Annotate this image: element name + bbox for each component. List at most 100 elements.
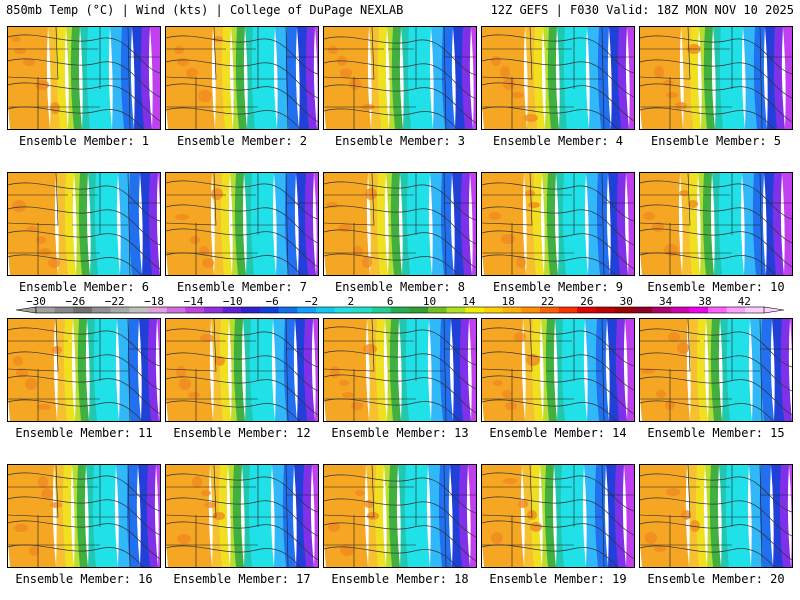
- colorbar-swatch: [390, 307, 410, 313]
- ensemble-member-label: Ensemble Member: 11: [15, 426, 153, 440]
- temperature-map: [8, 319, 160, 421]
- ensemble-map-panel: [481, 464, 635, 568]
- temperature-map: [482, 173, 634, 275]
- colorbar-swatch: [465, 307, 485, 313]
- colorbar-swatch: [166, 307, 186, 313]
- colorbar-tick-label: −22: [105, 296, 125, 308]
- colorbar-tick-label: 22: [541, 296, 554, 308]
- colorbar-swatch: [185, 307, 205, 313]
- ensemble-map-panel: [639, 464, 793, 568]
- ensemble-member-label: Ensemble Member: 8: [334, 280, 466, 294]
- colorbar-swatch: [745, 307, 765, 313]
- colorbar-swatch: [670, 307, 690, 313]
- ensemble-map-panel: [639, 26, 793, 130]
- colorbar-swatch: [540, 307, 559, 313]
- ensemble-member-label: Ensemble Member: 13: [331, 426, 469, 440]
- temperature-map: [166, 27, 318, 129]
- colorbar-tick-label: −26: [65, 296, 85, 308]
- colorbar-tick-label: 26: [580, 296, 593, 308]
- colorbar-tick-label: −30: [26, 296, 46, 308]
- temperature-map: [324, 465, 476, 567]
- colorbar-max-arrow: [763, 306, 785, 314]
- colorbar-tick-label: −6: [265, 296, 278, 308]
- colorbar-swatch: [334, 307, 354, 313]
- ensemble-map-panel: [481, 26, 635, 130]
- colorbar-swatch: [502, 307, 522, 313]
- ensemble-member-label: Ensemble Member: 1: [18, 134, 150, 148]
- colorbar-swatch: [726, 307, 746, 313]
- ensemble-member-label: Ensemble Member: 9: [492, 280, 624, 294]
- ensemble-map-panel: [7, 318, 161, 422]
- colorbar-swatch: [428, 307, 447, 313]
- colorbar-tick-label: 30: [620, 296, 633, 308]
- ensemble-map-panel: [7, 26, 161, 130]
- ensemble-map-panel: [323, 464, 477, 568]
- ensemble-member-label: Ensemble Member: 5: [650, 134, 782, 148]
- ensemble-map-panel: [165, 318, 319, 422]
- ensemble-member-label: Ensemble Member: 18: [331, 572, 469, 586]
- ensemble-member-label: Ensemble Member: 15: [647, 426, 785, 440]
- colorbar-swatch: [577, 307, 597, 313]
- colorbar-tick-label: −14: [183, 296, 203, 308]
- colorbar-tick-label: 38: [698, 296, 711, 308]
- temperature-map: [482, 465, 634, 567]
- ensemble-map-panel: [639, 172, 793, 276]
- colorbar-swatch: [484, 307, 503, 313]
- ensemble-member-label: Ensemble Member: 6: [18, 280, 150, 294]
- ensemble-map-panel: [165, 26, 319, 130]
- colorbar-swatch: [129, 307, 149, 313]
- colorbar-tick-label: 10: [423, 296, 436, 308]
- temperature-map: [482, 27, 634, 129]
- colorbar-swatch: [148, 307, 167, 313]
- ensemble-member-label: Ensemble Member: 7: [176, 280, 308, 294]
- colorbar-swatch: [278, 307, 298, 313]
- colorbar-swatch: [297, 307, 317, 313]
- ensemble-member-label: Ensemble Member: 16: [15, 572, 153, 586]
- colorbar-swatch: [558, 307, 578, 313]
- colorbar-swatch: [316, 307, 335, 313]
- colorbar-swatch: [54, 307, 74, 313]
- temperature-map: [640, 465, 792, 567]
- colorbar-tick-label: 2: [347, 296, 354, 308]
- colorbar-swatch: [652, 307, 671, 313]
- colorbar-tick-label: 42: [738, 296, 751, 308]
- ensemble-map-panel: [323, 172, 477, 276]
- ensemble-map-panel: [323, 26, 477, 130]
- temperature-map: [640, 173, 792, 275]
- colorbar-swatch: [521, 307, 541, 313]
- ensemble-member-label: Ensemble Member: 14: [489, 426, 627, 440]
- temperature-map: [166, 465, 318, 567]
- colorbar-tick-label: 34: [659, 296, 673, 308]
- ensemble-member-label: Ensemble Member: 4: [492, 134, 624, 148]
- ensemble-member-label: Ensemble Member: 2: [176, 134, 308, 148]
- colorbar-swatch: [36, 307, 55, 313]
- colorbar-swatch: [222, 307, 242, 313]
- temperature-map: [8, 465, 160, 567]
- ensemble-map-panel: [7, 172, 161, 276]
- ensemble-member-label: Ensemble Member: 19: [489, 572, 627, 586]
- colorbar-swatch: [689, 307, 709, 313]
- ensemble-map-panel: [7, 464, 161, 568]
- temperature-map: [166, 319, 318, 421]
- temperature-map: [324, 173, 476, 275]
- colorbar-swatch: [596, 307, 615, 313]
- temperature-map: [166, 173, 318, 275]
- temperature-map: [324, 27, 476, 129]
- temperature-map: [640, 27, 792, 129]
- temperature-map: [482, 319, 634, 421]
- colorbar-swatch: [92, 307, 111, 313]
- colorbar-swatch: [204, 307, 223, 313]
- ensemble-member-label: Ensemble Member: 10: [647, 280, 785, 294]
- temperature-map: [324, 319, 476, 421]
- colorbar-swatch: [241, 307, 261, 313]
- temperature-map: [8, 27, 160, 129]
- ensemble-map-panel: [481, 172, 635, 276]
- model-valid-time: 12Z GEFS | F030 Valid: 18Z MON NOV 10 20…: [490, 3, 794, 17]
- colorbar-tick-label: 18: [502, 296, 515, 308]
- ensemble-map-panel: [639, 318, 793, 422]
- colorbar-tick-label: −10: [223, 296, 243, 308]
- colorbar-swatch: [372, 307, 391, 313]
- temperature-map: [640, 319, 792, 421]
- colorbar-swatch: [73, 307, 93, 313]
- ensemble-map-panel: [481, 318, 635, 422]
